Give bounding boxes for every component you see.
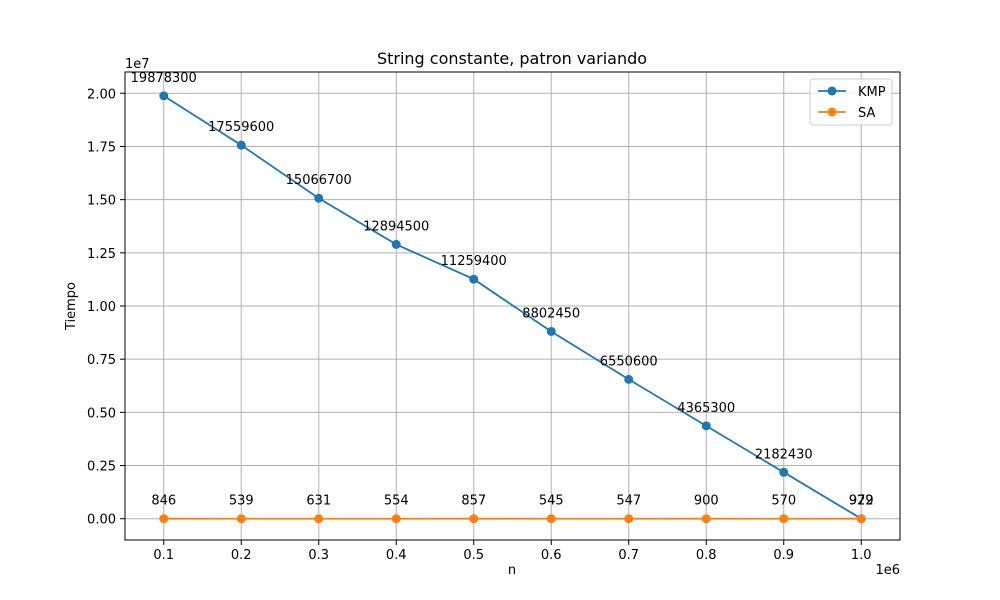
data-point [856,514,866,524]
series-line-kmp [163,95,862,520]
chart-title: String constante, patron variando [377,49,647,68]
series-sa: 846 539 631 554 857 545 547 900 570 972 [151,494,874,524]
data-point [236,514,246,524]
data-label: 570 [771,494,796,509]
data-point [624,374,634,384]
y-tick-label: 1.00 [87,300,116,315]
y-tick-label: 0.00 [87,513,116,528]
y-offset-label: 1e7 [125,57,150,72]
data-label: 545 [539,494,564,509]
data-label: 631 [306,494,331,509]
legend-marker [827,107,837,117]
legend: KMP SA [809,78,893,126]
data-point [779,514,789,524]
data-label: 4365300 [677,401,735,416]
legend-label: KMP [858,85,886,100]
data-label: 19878300 [131,71,197,86]
y-axis-label: Tiempo [64,282,79,331]
data-label: 11259400 [441,254,507,269]
data-point [236,140,246,150]
legend-label: SA [858,106,875,121]
x-tick-label: 0.8 [696,548,717,563]
y-tick-label: 1.50 [87,194,116,209]
series-layer: 19878300 17559600 15066700 12894500 11259400… [131,71,874,524]
data-point [546,326,556,336]
legend-marker [827,86,837,96]
data-label: 539 [229,494,254,509]
data-label: 12894500 [363,219,429,234]
data-point [314,193,324,203]
data-label: 6550600 [600,354,658,369]
data-label: 846 [151,494,176,509]
data-point [469,274,479,284]
data-point [469,514,479,524]
data-point [391,514,401,524]
data-point [159,514,169,524]
data-point [779,467,789,477]
x-tick-label: 0.1 [153,548,174,563]
y-axis: 0.00 0.25 0.50 0.75 1.00 1.25 1.50 1.75 2.00 [87,87,125,528]
x-tick-label: 0.3 [308,548,329,563]
data-point [701,421,711,431]
series-kmp: 19878300 17559600 15066700 12894500 11259400… [131,71,874,524]
x-axis-label: n [508,563,516,578]
x-tick-label: 1.0 [851,548,872,563]
data-label: 15066700 [286,173,352,188]
y-tick-label: 0.50 [87,406,116,421]
y-tick-label: 0.25 [87,460,116,475]
data-point [159,91,169,101]
y-tick-label: 1.25 [87,247,116,262]
data-label: 2182430 [755,447,813,462]
x-tick-label: 0.7 [618,548,639,563]
x-tick-label: 0.4 [386,548,407,563]
legend-item-kmp: KMP [818,85,886,100]
data-label: 929 [849,494,874,509]
data-label: 554 [384,494,409,509]
y-tick-label: 1.75 [87,140,116,155]
data-point [314,514,324,524]
data-point [701,514,711,524]
y-tick-label: 0.75 [87,353,116,368]
x-tick-label: 0.2 [231,548,252,563]
x-offset-label: 1e6 [875,563,900,578]
x-tick-label: 0.9 [773,548,794,563]
y-tick-label: 2.00 [87,87,116,102]
data-point [546,514,556,524]
data-point [391,239,401,249]
data-label: 8802450 [522,306,580,321]
data-point [624,514,634,524]
data-label: 17559600 [208,120,274,135]
x-axis: 0.1 0.2 0.3 0.4 0.5 0.6 0.7 0.8 0.9 1.0 [153,540,872,563]
x-tick-label: 0.5 [463,548,484,563]
data-label: 900 [694,494,719,509]
data-label: 547 [616,494,641,509]
x-tick-label: 0.6 [541,548,562,563]
legend-item-sa: SA [818,106,875,121]
data-label: 857 [461,494,486,509]
data-label: 972 [849,494,874,509]
